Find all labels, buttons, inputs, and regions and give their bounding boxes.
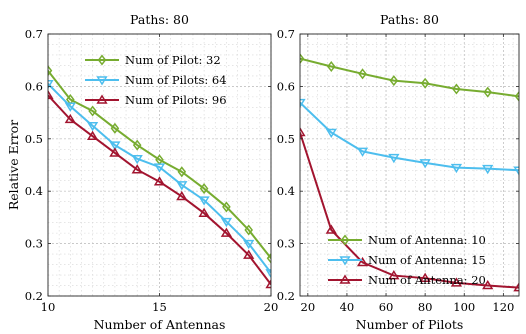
y-tick-label: 0.7 xyxy=(277,27,295,41)
x-tick-label: 15 xyxy=(152,300,167,314)
y-tick-label: 0.3 xyxy=(277,237,295,251)
y-tick-label: 0.7 xyxy=(25,27,43,41)
legend-label: Num of Pilots: 96 xyxy=(125,93,227,107)
chart-title: Paths: 80 xyxy=(380,12,439,27)
x-tick-label: 20 xyxy=(301,300,316,314)
y-tick-label: 0.4 xyxy=(277,184,295,198)
legend-label: Num of Antenna: 15 xyxy=(368,253,486,267)
y-tick-label: 0.6 xyxy=(25,79,43,93)
x-tick-label: 80 xyxy=(418,300,433,314)
y-tick-label: 0.2 xyxy=(25,289,43,303)
legend-label: Num of Pilot: 32 xyxy=(125,53,221,67)
x-tick-label: 60 xyxy=(379,300,394,314)
legend-label: Num of Pilots: 64 xyxy=(125,73,227,87)
chart-title: Paths: 80 xyxy=(130,12,189,27)
legend-label: Num of Antenna: 20 xyxy=(368,273,486,287)
y-tick-label: 0.4 xyxy=(25,184,43,198)
y-tick-label: 0.5 xyxy=(277,132,295,146)
y-tick-label: 0.5 xyxy=(25,132,43,146)
x-tick-label: 120 xyxy=(492,300,514,314)
x-tick-label: 100 xyxy=(453,300,475,314)
x-tick-label: 40 xyxy=(340,300,355,314)
legend-label: Num of Antenna: 10 xyxy=(368,233,486,247)
y-tick-label: 0.6 xyxy=(277,79,295,93)
y-tick-label: 0.3 xyxy=(25,237,43,251)
y-tick-label: 0.2 xyxy=(277,289,295,303)
y-axis-label: Relative Error xyxy=(6,120,21,210)
chart-panel-1: 10 15 20 0.2 0.3 0.4 0.5 0.6 0.7 Paths: 80 Number … xyxy=(6,12,278,332)
chart-panel-2: 20 40 60 80 100 120 0.2 0.3 0.4 0.5 0.6 0.7 Paths: 8… xyxy=(277,12,524,332)
x-axis-label: Number of Pilots xyxy=(356,317,464,332)
x-axis-label: Number of Antennas xyxy=(94,317,226,332)
